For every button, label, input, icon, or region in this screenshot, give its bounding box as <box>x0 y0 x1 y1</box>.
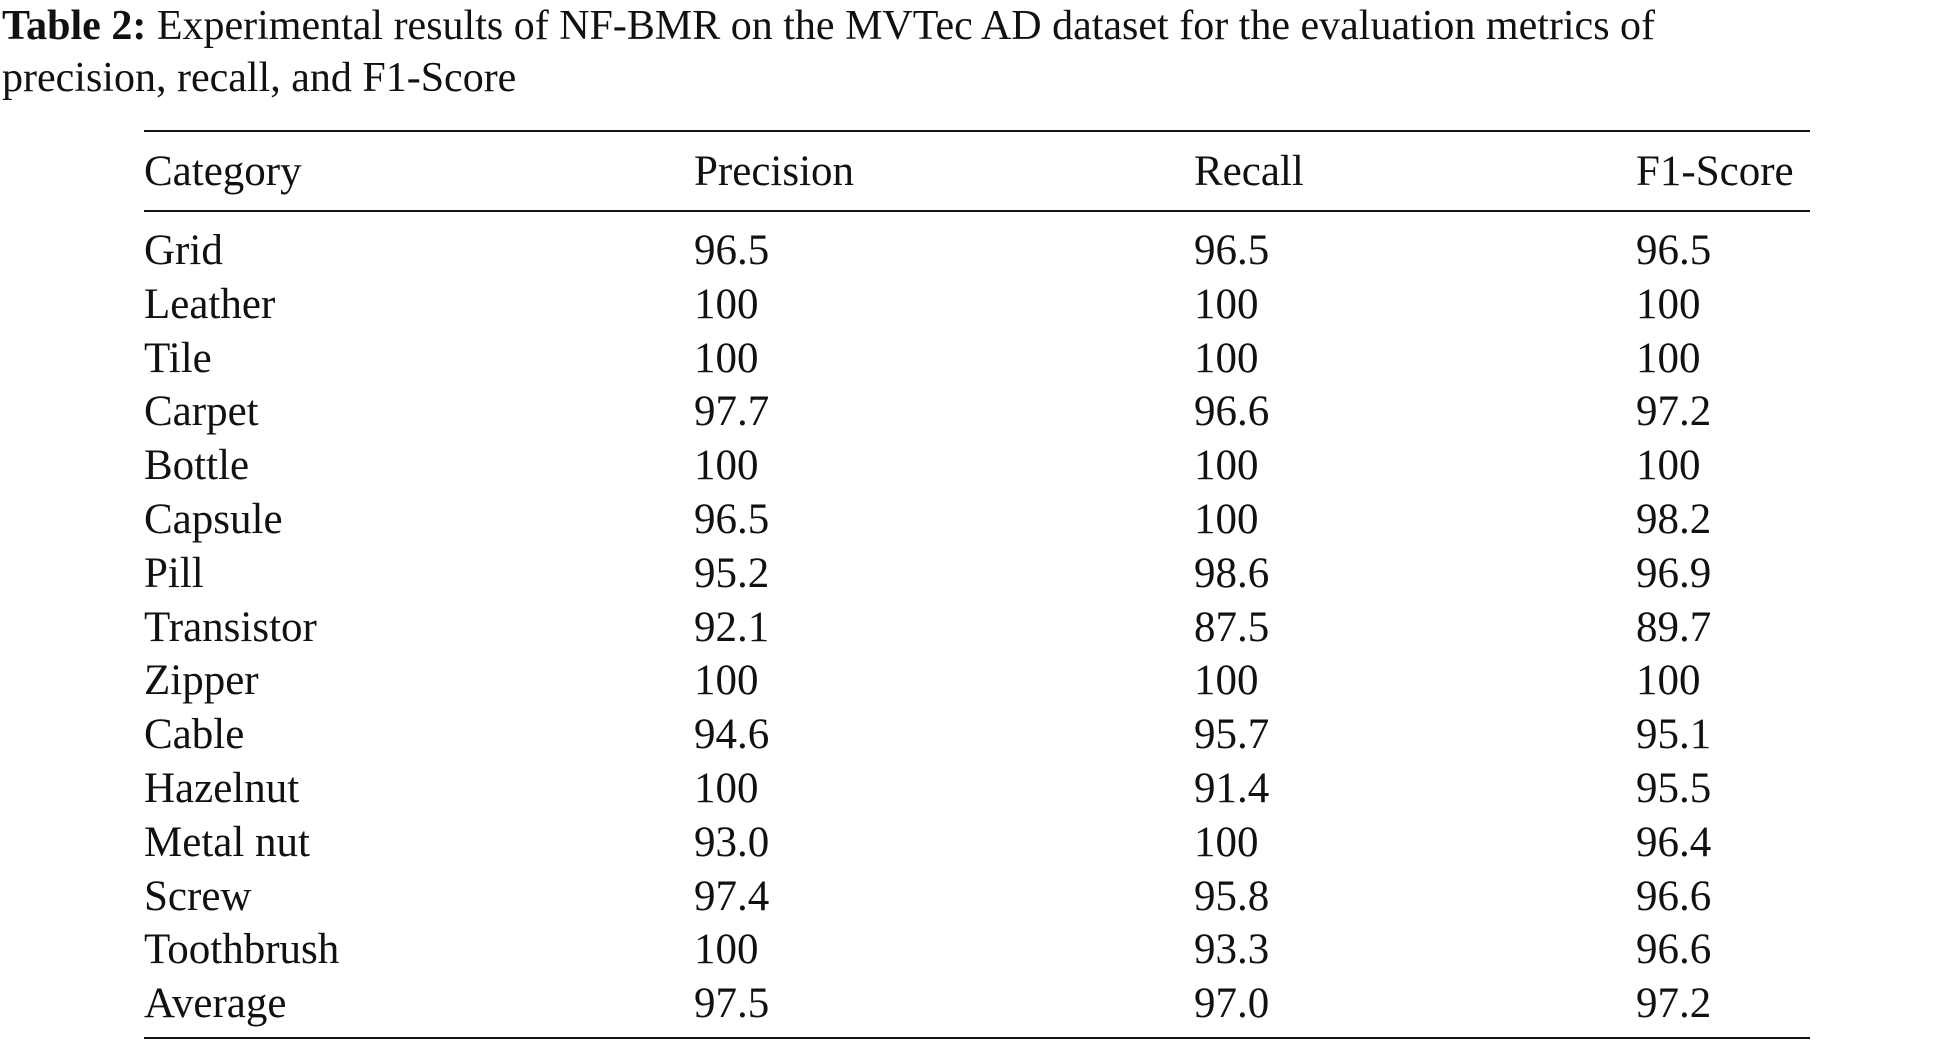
cell-f1-score: 96.9 <box>1636 549 1712 597</box>
cell-category: Pill <box>144 549 204 597</box>
table-row: Hazelnut 100 91.4 95.5 <box>144 762 1810 816</box>
table-row: Average 97.5 97.0 97.2 <box>144 977 1810 1037</box>
cell-recall: 96.5 <box>1194 227 1270 274</box>
cell-category: Hazelnut <box>144 764 300 812</box>
caption-line-1: Table 2: Experimental results of NF-BMR … <box>2 0 1952 52</box>
header-precision: Precision <box>694 147 855 195</box>
caption-label: Table 2: <box>2 3 147 49</box>
cell-recall: 95.7 <box>1194 711 1270 759</box>
table-row: Toothbrush 100 93.3 96.6 <box>144 923 1810 977</box>
cell-precision: 100 <box>694 657 759 705</box>
cell-precision: 93.0 <box>694 818 770 866</box>
header-category: Category <box>144 147 302 195</box>
table-row: Metal nut 93.0 100 96.4 <box>144 816 1810 870</box>
cell-precision: 96.5 <box>694 227 770 274</box>
table-row: Leather 100 100 100 <box>144 278 1810 332</box>
cell-recall: 100 <box>1194 442 1259 490</box>
table-row: Carpet 97.7 96.6 97.2 <box>144 385 1810 439</box>
cell-category: Zipper <box>144 657 259 705</box>
cell-recall: 96.6 <box>1194 388 1270 436</box>
cell-f1-score: 100 <box>1636 442 1701 490</box>
cell-precision: 95.2 <box>694 549 770 597</box>
cell-category: Transistor <box>144 603 317 651</box>
cell-recall: 97.0 <box>1194 980 1270 1028</box>
results-table: Category Precision Recall F1-Score <box>144 132 1810 210</box>
table-row: Transistor 92.1 87.5 89.7 <box>144 601 1810 655</box>
header-f1-score: F1-Score <box>1636 147 1794 195</box>
cell-f1-score: 100 <box>1636 334 1701 382</box>
cell-f1-score: 98.2 <box>1636 495 1712 543</box>
cell-precision: 97.7 <box>694 388 770 436</box>
cell-category: Cable <box>144 711 245 759</box>
cell-precision: 100 <box>694 926 759 974</box>
cell-f1-score: 96.5 <box>1636 227 1712 274</box>
cell-recall: 100 <box>1194 818 1259 866</box>
cell-precision: 94.6 <box>694 711 770 759</box>
cell-precision: 100 <box>694 442 759 490</box>
table-row: Capsule 96.5 100 98.2 <box>144 493 1810 547</box>
cell-recall: 100 <box>1194 495 1259 543</box>
results-table-container: Category Precision Recall F1-Score Grid 9… <box>144 130 1810 1039</box>
cell-recall: 100 <box>1194 280 1259 328</box>
cell-f1-score: 96.6 <box>1636 872 1712 920</box>
cell-f1-score: 96.4 <box>1636 818 1712 866</box>
bottom-rule <box>144 1036 1810 1039</box>
cell-recall: 87.5 <box>1194 603 1270 651</box>
caption-text-1: Experimental results of NF-BMR on the MV… <box>146 3 1656 49</box>
cell-f1-score: 100 <box>1636 280 1701 328</box>
table-caption: Table 2: Experimental results of NF-BMR … <box>2 0 1952 104</box>
cell-recall: 91.4 <box>1194 764 1270 812</box>
table-header: Category Precision Recall F1-Score <box>144 132 1810 210</box>
cell-precision: 92.1 <box>694 603 770 651</box>
cell-recall: 95.8 <box>1194 872 1270 920</box>
table-row: Pill 95.2 98.6 96.9 <box>144 547 1810 601</box>
cell-category: Grid <box>144 227 223 274</box>
table-row: Zipper 100 100 100 <box>144 654 1810 708</box>
cell-category: Tile <box>144 334 212 382</box>
cell-category: Carpet <box>144 388 259 436</box>
cell-f1-score: 96.6 <box>1636 926 1712 974</box>
table-row: Grid 96.5 96.5 96.5 <box>144 212 1810 278</box>
cell-f1-score: 97.2 <box>1636 980 1712 1028</box>
cell-category: Capsule <box>144 495 283 543</box>
cell-f1-score: 89.7 <box>1636 603 1712 651</box>
top-rule <box>144 130 1810 132</box>
caption-text-2: precision, recall, and F1-Score <box>2 55 517 101</box>
table-row: Bottle 100 100 100 <box>144 439 1810 493</box>
cell-category: Average <box>144 980 287 1028</box>
cell-recall: 98.6 <box>1194 549 1270 597</box>
header-rule <box>144 210 1810 212</box>
cell-recall: 93.3 <box>1194 926 1270 974</box>
cell-category: Leather <box>144 280 276 328</box>
cell-precision: 100 <box>694 764 759 812</box>
header-recall: Recall <box>1194 147 1304 195</box>
cell-f1-score: 97.2 <box>1636 388 1712 436</box>
cell-f1-score: 95.5 <box>1636 764 1712 812</box>
cell-category: Toothbrush <box>144 926 340 974</box>
cell-precision: 100 <box>694 280 759 328</box>
cell-recall: 100 <box>1194 657 1259 705</box>
cell-category: Metal nut <box>144 818 310 866</box>
cell-recall: 100 <box>1194 334 1259 382</box>
table-body: Grid 96.5 96.5 96.5 Leather 100 100 100 Tile 100 1… <box>144 212 1810 1037</box>
cell-precision: 97.5 <box>694 980 770 1028</box>
cell-category: Screw <box>144 872 252 920</box>
cell-f1-score: 100 <box>1636 657 1701 705</box>
cell-precision: 96.5 <box>694 495 770 543</box>
table-row: Tile 100 100 100 <box>144 332 1810 386</box>
table-row: Cable 94.6 95.7 95.1 <box>144 708 1810 762</box>
table-row: Screw 97.4 95.8 96.6 <box>144 870 1810 924</box>
header-row: Category Precision Recall F1-Score <box>144 132 1810 210</box>
cell-category: Bottle <box>144 442 250 490</box>
cell-f1-score: 95.1 <box>1636 711 1712 759</box>
cell-precision: 100 <box>694 334 759 382</box>
results-table-body: Grid 96.5 96.5 96.5 Leather 100 100 100 Tile 100 1… <box>144 212 1810 1037</box>
cell-precision: 97.4 <box>694 872 770 920</box>
